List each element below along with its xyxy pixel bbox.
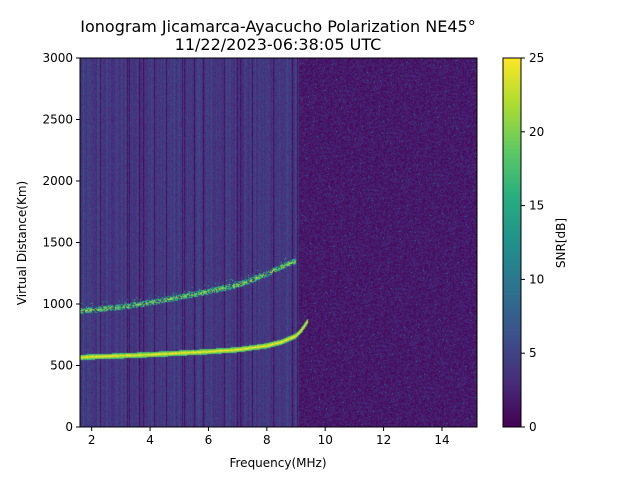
y-tick-label: 2500	[42, 113, 73, 127]
x-tick-label: 6	[205, 433, 213, 447]
y-tick-label: 0	[65, 420, 73, 434]
colorbar-tick-label: 10	[529, 272, 544, 286]
y-tick-label: 500	[50, 359, 73, 373]
y-axis-label: Virtual Distance(Km)	[15, 181, 29, 305]
chart-title-line2: 11/22/2023-06:38:05 UTC	[175, 35, 382, 54]
y-tick-label: 1000	[42, 297, 73, 311]
y-tick-label: 2000	[42, 174, 73, 188]
y-tick-label: 1500	[42, 236, 73, 250]
colorbar	[502, 57, 522, 428]
colorbar-label: SNR[dB]	[554, 218, 568, 268]
heatmap-plot-area	[79, 57, 478, 428]
colorbar-tick-label: 0	[529, 420, 537, 434]
colorbar-tick-label: 25	[529, 51, 544, 65]
x-tick-label: 10	[318, 433, 333, 447]
y-axis: 0 500 1000 1500 2000 2500 3000	[42, 51, 80, 434]
x-tick-label: 2	[88, 433, 96, 447]
x-tick-label: 14	[434, 433, 449, 447]
colorbar-axis: 0 5 10 15 20 25	[521, 51, 544, 434]
colorbar-tick-label: 15	[529, 199, 544, 213]
x-tick-label: 4	[146, 433, 154, 447]
x-axis-label: Frequency(MHz)	[229, 456, 326, 470]
colorbar-tick-label: 20	[529, 125, 544, 139]
x-axis: 2 4 6 8 10 12 14	[88, 427, 450, 447]
chart-title-line1: Ionogram Jicamarca-Ayacucho Polarization…	[80, 17, 475, 36]
heatmap-canvas	[80, 58, 477, 427]
colorbar-tick-label: 5	[529, 346, 537, 360]
x-tick-label: 12	[376, 433, 391, 447]
x-tick-label: 8	[263, 433, 271, 447]
y-tick-label: 3000	[42, 51, 73, 65]
